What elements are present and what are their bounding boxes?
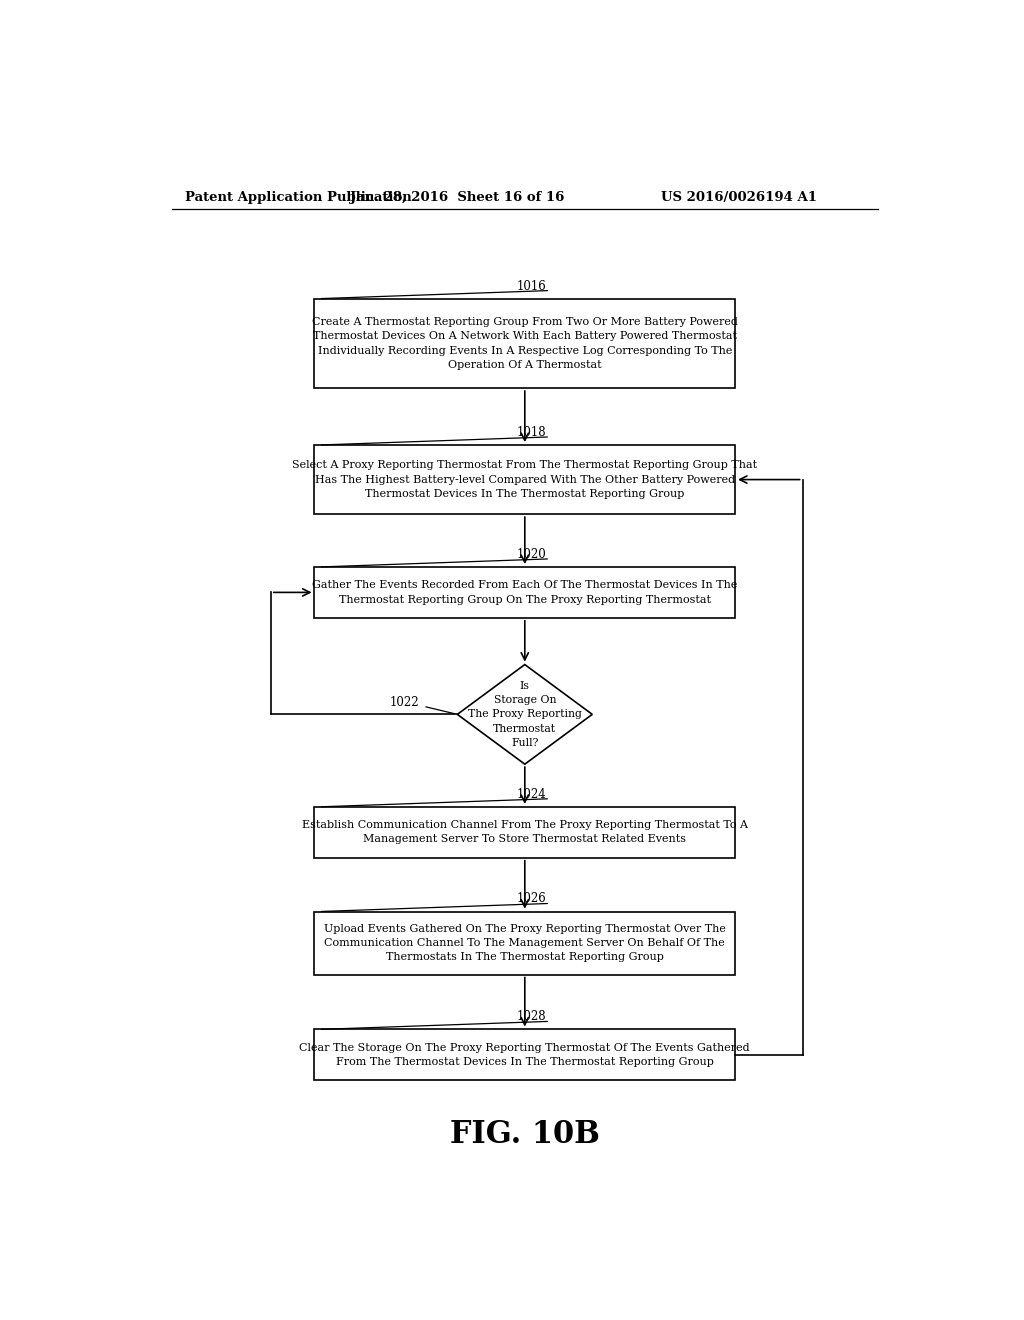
- Text: Patent Application Publication: Patent Application Publication: [185, 190, 412, 203]
- Text: Jan. 28, 2016  Sheet 16 of 16: Jan. 28, 2016 Sheet 16 of 16: [350, 190, 564, 203]
- Text: Select A Proxy Reporting Thermostat From The Thermostat Reporting Group That
Has: Select A Proxy Reporting Thermostat From…: [292, 461, 758, 499]
- Text: 1020: 1020: [517, 548, 547, 561]
- Text: 1024: 1024: [517, 788, 547, 801]
- Text: 1018: 1018: [517, 426, 547, 440]
- Bar: [314, 298, 735, 388]
- Text: US 2016/0026194 A1: US 2016/0026194 A1: [662, 190, 817, 203]
- Text: 1022: 1022: [390, 696, 420, 709]
- Bar: [314, 807, 735, 858]
- Text: 1028: 1028: [517, 1010, 547, 1023]
- Text: Gather The Events Recorded From Each Of The Thermostat Devices In The
Thermostat: Gather The Events Recorded From Each Of …: [312, 581, 737, 605]
- Text: 1026: 1026: [517, 892, 547, 906]
- Text: Upload Events Gathered On The Proxy Reporting Thermostat Over The
Communication : Upload Events Gathered On The Proxy Repo…: [324, 924, 726, 962]
- Text: 1016: 1016: [517, 280, 547, 293]
- Text: FIG. 10B: FIG. 10B: [450, 1118, 600, 1150]
- Text: Clear The Storage On The Proxy Reporting Thermostat Of The Events Gathered
From : Clear The Storage On The Proxy Reporting…: [299, 1043, 751, 1067]
- Polygon shape: [458, 664, 592, 764]
- Bar: [314, 912, 735, 974]
- Bar: [314, 445, 735, 515]
- Bar: [314, 1030, 735, 1080]
- Text: Is
Storage On
The Proxy Reporting
Thermostat
Full?: Is Storage On The Proxy Reporting Thermo…: [468, 681, 582, 748]
- Text: Establish Communication Channel From The Proxy Reporting Thermostat To A
Managem: Establish Communication Channel From The…: [302, 820, 748, 845]
- Text: Create A Thermostat Reporting Group From Two Or More Battery Powered
Thermostat : Create A Thermostat Reporting Group From…: [312, 317, 737, 370]
- Bar: [314, 568, 735, 618]
